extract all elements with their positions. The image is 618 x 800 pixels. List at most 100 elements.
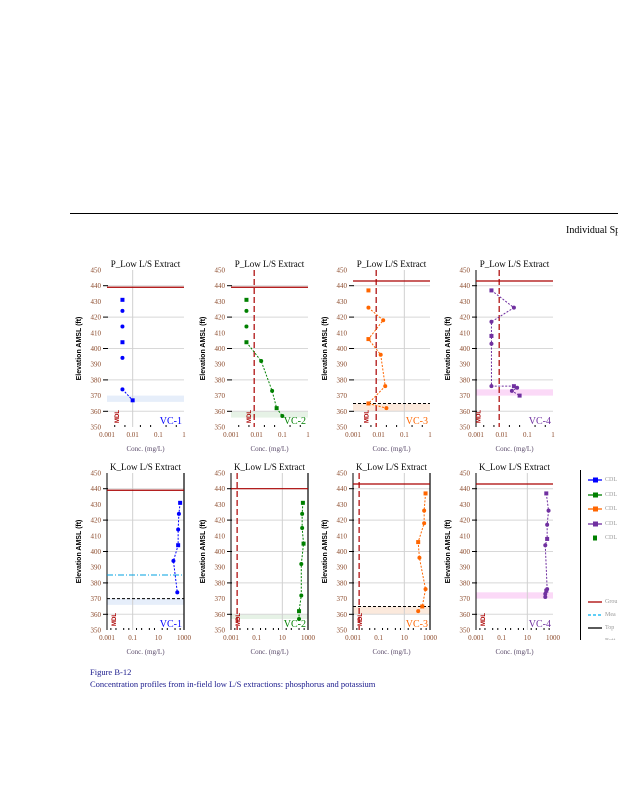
data-point bbox=[511, 305, 516, 310]
y-tick-label: 410 bbox=[460, 329, 471, 337]
chart-k-vc-1: K_Low L/S Extract 350 360 370 380 390 400 410 42… bbox=[72, 458, 212, 663]
legend-label: Bott bbox=[605, 638, 615, 640]
series-line bbox=[246, 341, 283, 417]
y-tick-label: 410 bbox=[337, 329, 348, 337]
y-axis-label: Elevation AMSL (ft) bbox=[76, 520, 83, 584]
y-tick-label: 440 bbox=[215, 485, 226, 493]
y-tick-label: 450 bbox=[460, 267, 471, 275]
data-point bbox=[366, 337, 371, 342]
legend-swatch-icon bbox=[593, 535, 597, 541]
x-tick-label: 10 bbox=[524, 634, 532, 642]
series-line bbox=[172, 502, 181, 593]
y-tick-label: 410 bbox=[460, 532, 471, 540]
data-point bbox=[423, 587, 428, 592]
y-tick-label: 380 bbox=[460, 579, 471, 587]
figure-caption: Concentration profiles from in-field low… bbox=[90, 679, 376, 689]
x-tick-label: 0.01 bbox=[373, 431, 386, 439]
y-tick-label: 400 bbox=[337, 548, 348, 556]
well-label: VC-1 bbox=[160, 619, 182, 630]
y-tick-label: 390 bbox=[337, 564, 348, 572]
y-tick-label: 420 bbox=[337, 314, 348, 322]
mdl-label: MDL bbox=[364, 410, 370, 423]
data-point bbox=[130, 398, 135, 403]
data-point bbox=[300, 511, 305, 516]
y-tick-label: 440 bbox=[460, 485, 471, 493]
legend-item: Top bbox=[587, 623, 614, 633]
y-tick-label: 350 bbox=[460, 627, 471, 635]
chart-title: K_Low L/S Extract bbox=[479, 462, 550, 472]
x-tick-label: 1000 bbox=[177, 634, 192, 642]
y-tick-label: 390 bbox=[91, 361, 102, 369]
y-tick-label: 440 bbox=[91, 282, 102, 290]
y-tick-label: 390 bbox=[215, 564, 226, 572]
legend-item: CDL bbox=[587, 475, 617, 485]
y-tick-label: 430 bbox=[337, 298, 348, 306]
legend-label: Grou bbox=[605, 599, 618, 605]
y-tick-label: 380 bbox=[91, 376, 102, 384]
x-tick-label: 10 bbox=[279, 634, 287, 642]
x-tick-label: 0.1 bbox=[154, 431, 163, 439]
x-tick-label: 0.001 bbox=[468, 431, 484, 439]
well-label: VC-2 bbox=[284, 416, 306, 427]
y-tick-label: 390 bbox=[337, 361, 348, 369]
y-tick-label: 370 bbox=[460, 392, 471, 400]
y-tick-label: 450 bbox=[91, 470, 102, 478]
y-tick-label: 350 bbox=[91, 424, 102, 432]
x-tick-label: 1000 bbox=[546, 634, 561, 642]
legend-item: CDL bbox=[587, 533, 617, 543]
chart-p-vc-4: P_Low L/S Extract 350 360 370 380 390 400 410 42… bbox=[441, 255, 581, 460]
x-tick-label: 0.001 bbox=[345, 431, 361, 439]
y-tick-label: 380 bbox=[91, 579, 102, 587]
y-tick-label: 380 bbox=[215, 579, 226, 587]
y-tick-label: 370 bbox=[91, 595, 102, 603]
legend-item: Mea bbox=[587, 610, 616, 620]
chart-p-vc-1: P_Low L/S Extract 350 360 370 380 390 400 410 42… bbox=[72, 255, 212, 460]
x-tick-label: 1 bbox=[428, 431, 432, 439]
y-tick-label: 350 bbox=[337, 627, 348, 635]
legend-item: Bott bbox=[587, 636, 615, 640]
y-tick-label: 350 bbox=[460, 424, 471, 432]
series-line bbox=[122, 388, 134, 401]
y-tick-label: 430 bbox=[215, 298, 226, 306]
chart-title: P_Low L/S Extract bbox=[480, 259, 550, 269]
data-point bbox=[299, 593, 304, 598]
data-point bbox=[178, 500, 183, 505]
legend-swatch-icon bbox=[588, 601, 602, 603]
y-tick-label: 360 bbox=[215, 611, 226, 619]
y-tick-label: 400 bbox=[91, 345, 102, 353]
x-axis-label: Conc. (mg/L) bbox=[372, 445, 411, 453]
legend-label: Top bbox=[605, 625, 615, 631]
chart-p-vc-2: P_Low L/S Extract 350 360 370 380 390 400 410 42… bbox=[196, 255, 336, 460]
data-point bbox=[511, 384, 516, 389]
y-tick-label: 430 bbox=[91, 501, 102, 509]
data-point bbox=[300, 500, 305, 505]
y-axis-label: Elevation AMSL (ft) bbox=[200, 317, 207, 381]
y-tick-label: 400 bbox=[460, 548, 471, 556]
data-point bbox=[366, 305, 371, 310]
y-tick-label: 400 bbox=[215, 345, 226, 353]
y-tick-label: 410 bbox=[215, 329, 226, 337]
legend-swatch-icon bbox=[588, 477, 602, 483]
y-axis-label: Elevation AMSL (ft) bbox=[76, 317, 83, 381]
well-label: VC-2 bbox=[284, 619, 306, 630]
y-tick-label: 420 bbox=[337, 517, 348, 525]
y-tick-label: 450 bbox=[215, 267, 226, 275]
y-tick-label: 410 bbox=[91, 532, 102, 540]
data-point bbox=[366, 401, 371, 406]
well-label: VC-3 bbox=[406, 416, 428, 427]
data-point bbox=[489, 341, 494, 346]
series-line bbox=[544, 493, 550, 598]
data-point bbox=[489, 288, 494, 293]
chart-k-vc-4: K_Low L/S Extract 350 360 370 380 390 400 410 42… bbox=[441, 458, 581, 663]
series-line bbox=[490, 290, 520, 397]
data-point bbox=[120, 387, 125, 392]
y-tick-label: 370 bbox=[337, 595, 348, 603]
chart-svg: K_Low L/S Extract 350 360 370 380 390 400 410 42… bbox=[445, 462, 561, 656]
y-tick-label: 430 bbox=[460, 298, 471, 306]
x-tick-label: 0.1 bbox=[523, 431, 532, 439]
y-tick-label: 370 bbox=[460, 595, 471, 603]
x-tick-label: 0.01 bbox=[496, 431, 509, 439]
x-tick-label: 0.01 bbox=[251, 431, 264, 439]
series-line bbox=[417, 493, 427, 612]
data-point bbox=[259, 359, 264, 364]
